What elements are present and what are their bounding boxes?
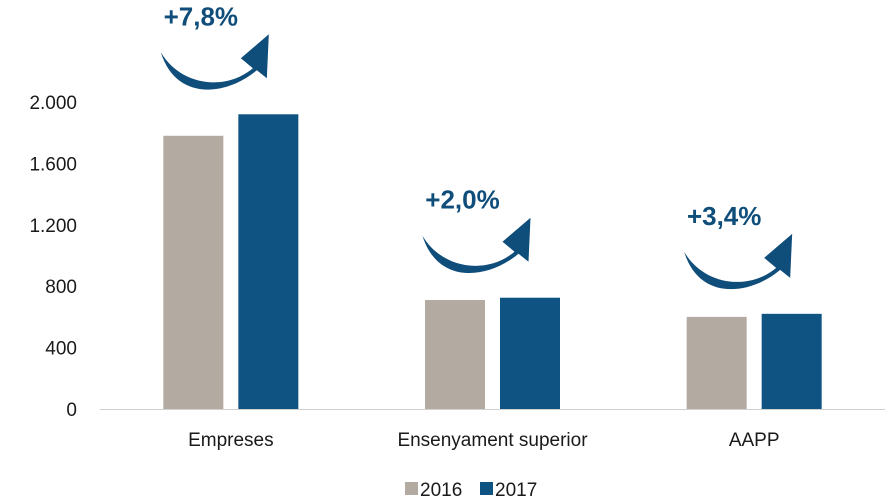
legend-swatch <box>480 482 493 495</box>
bar-2016 <box>686 316 747 409</box>
bars <box>163 114 822 409</box>
category-label: Ensenyament superior <box>397 430 588 451</box>
y-tick-label: 1.200 <box>29 216 77 237</box>
category-label: AAPP <box>729 430 780 451</box>
bar-2017 <box>238 114 299 409</box>
growth-arrow-icon <box>422 217 531 274</box>
category-label: Empreses <box>188 430 274 451</box>
bar-2017 <box>761 313 822 409</box>
growth-label: +3,4% <box>687 201 761 231</box>
growth-label: +2,0% <box>425 185 499 215</box>
legend-label: 2017 <box>495 480 537 498</box>
bar-2016 <box>425 300 485 409</box>
legend: 2016 2017 <box>405 480 537 498</box>
growth-arrow-icon <box>160 34 269 90</box>
legend-item: 2017 <box>480 480 537 498</box>
y-tick-label: 400 <box>45 339 77 360</box>
bar-2017 <box>500 297 560 409</box>
y-axis-ticks: 0 400 800 1.200 1.600 2.000 <box>29 93 77 421</box>
legend-label: 2016 <box>420 480 462 498</box>
growth-label: +7,8% <box>164 1 238 31</box>
category-labels: Empreses Ensenyament superior AAPP <box>188 430 779 451</box>
growth-annotations: +7,8% +2,0% +3,4% <box>160 1 793 290</box>
bar-2016 <box>163 135 224 409</box>
growth-arrow-icon <box>684 233 793 290</box>
y-tick-label: 2.000 <box>29 93 77 114</box>
legend-item: 2016 <box>405 480 462 498</box>
y-tick-label: 800 <box>45 277 77 298</box>
y-tick-label: 0 <box>66 400 77 421</box>
y-tick-label: 1.600 <box>29 154 77 175</box>
legend-swatch <box>405 482 418 495</box>
